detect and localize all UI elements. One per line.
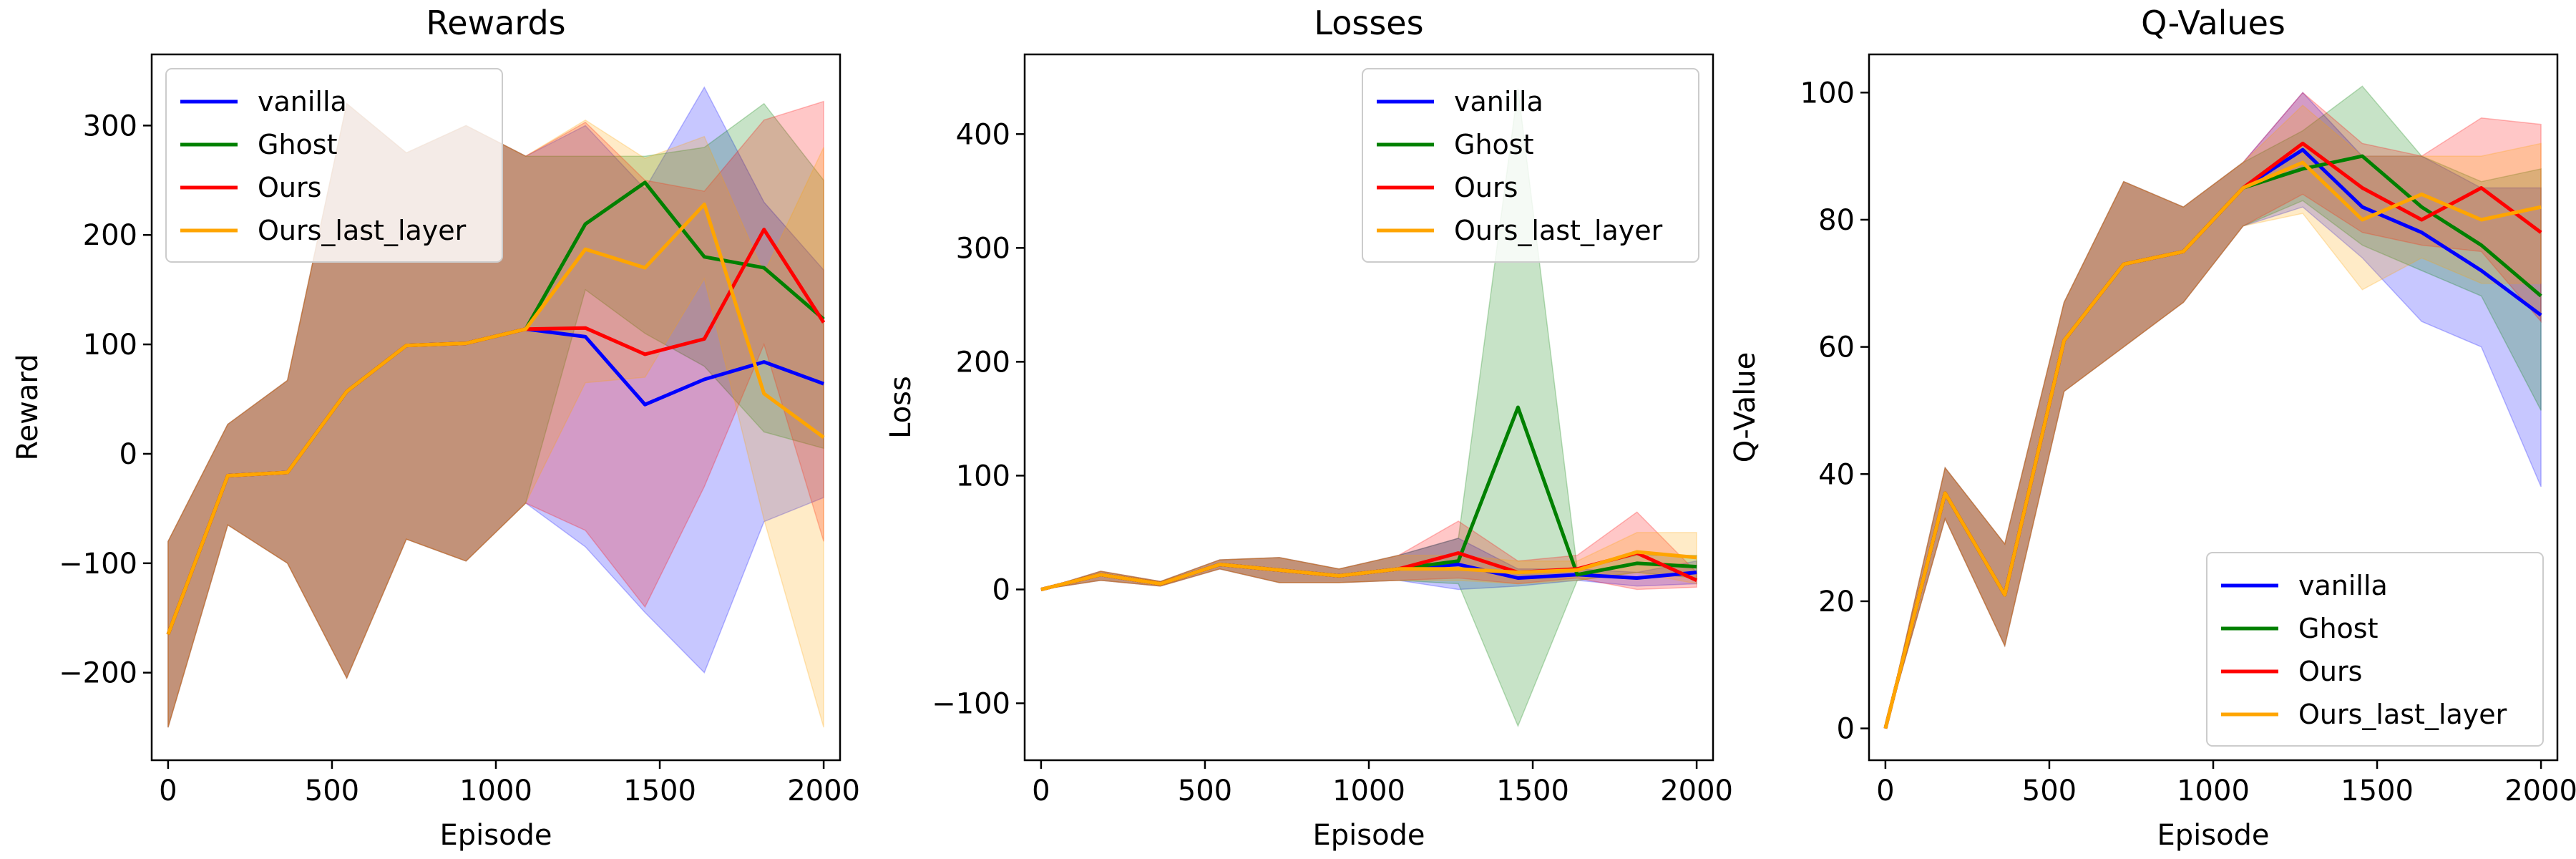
legend: vanilla Ghost Ours Ours_last_layer <box>2206 552 2544 747</box>
x-tick-label: 500 <box>305 775 359 807</box>
band-Ours_last_layer <box>1885 105 2542 729</box>
legend-label-Ours: Ours <box>258 172 321 203</box>
x-axis-label: Episode <box>1312 819 1425 852</box>
y-tick-label: 300 <box>83 110 137 142</box>
legend: vanilla Ghost Ours Ours_last_layer <box>165 68 503 263</box>
legend-label-Ours: Ours <box>1454 172 1518 203</box>
band-Ours_last_layer <box>1040 532 1697 591</box>
y-tick-label: 100 <box>1800 77 1855 110</box>
series-line-Ours_last_layer <box>1040 550 1697 591</box>
y-tick-label: 200 <box>956 346 1010 379</box>
x-tick-label: 0 <box>1032 775 1050 807</box>
panel-2: 0 500 1000 1500 2000 0 20 40 60 80 100 Q-Values Epis… <box>1729 4 2576 852</box>
y-tick-label: 80 <box>1818 204 1855 237</box>
band-Ghost <box>1885 85 2542 729</box>
legend-label-vanilla: vanilla <box>2298 570 2388 601</box>
y-axis-label: Reward <box>11 354 44 461</box>
y-tick-label: 400 <box>956 118 1010 151</box>
legend-box <box>1362 68 1699 263</box>
y-tick-label: 20 <box>1818 586 1855 618</box>
legend: vanilla Ghost Ours Ours_last_layer <box>1362 68 1699 263</box>
x-tick-label: 2000 <box>2504 775 2576 807</box>
y-tick-label: −200 <box>59 657 137 690</box>
legend-label-Ours_last_layer: Ours_last_layer <box>258 215 467 246</box>
chart-title: Rewards <box>426 4 565 42</box>
legend-label-vanilla: vanilla <box>1454 86 1543 117</box>
legend-label-Ghost: Ghost <box>2298 613 2378 644</box>
x-tick-label: 0 <box>1876 775 1894 807</box>
y-tick-label: 60 <box>1818 331 1855 364</box>
y-tick-label: −100 <box>932 687 1010 720</box>
band-vanilla <box>1885 92 2542 729</box>
y-tick-label: 40 <box>1818 458 1855 491</box>
legend-label-Ghost: Ghost <box>258 129 337 160</box>
legend-label-Ours_last_layer: Ours_last_layer <box>2298 699 2507 730</box>
x-tick-label: 500 <box>2022 775 2077 807</box>
x-tick-label: 500 <box>1178 775 1232 807</box>
x-tick-label: 2000 <box>787 775 860 807</box>
series-line-Ours_last_layer <box>1883 160 2542 729</box>
panel-1: 0 500 1000 1500 2000 −100 0 100 200 300 400 Losses E… <box>884 4 1733 852</box>
x-tick-label: 1500 <box>623 775 696 807</box>
series-line-Ours_last_layer <box>166 202 825 636</box>
x-tick-label: 1000 <box>1332 775 1405 807</box>
x-axis-label: Episode <box>2157 819 2269 852</box>
y-tick-label: 0 <box>992 573 1010 606</box>
panel-0: 0 500 1000 1500 2000 −200 −100 0 100 200 300 Reward… <box>11 4 860 852</box>
x-tick-label: 2000 <box>1660 775 1733 807</box>
y-tick-label: 0 <box>119 438 137 471</box>
x-tick-label: 1000 <box>2177 775 2250 807</box>
chart-title: Losses <box>1314 4 1423 42</box>
x-tick-label: 1500 <box>1496 775 1569 807</box>
legend-label-Ghost: Ghost <box>1454 129 1533 160</box>
y-tick-label: −100 <box>59 548 137 581</box>
y-axis-label: Loss <box>884 376 917 439</box>
y-tick-label: 100 <box>956 460 1010 492</box>
chart-title: Q-Values <box>2141 4 2285 42</box>
y-tick-label: 0 <box>1837 713 1855 746</box>
legend-label-vanilla: vanilla <box>258 86 347 117</box>
x-tick-label: 1500 <box>2341 775 2414 807</box>
x-axis-label: Episode <box>439 819 552 852</box>
legend-box <box>165 68 503 263</box>
y-tick-label: 100 <box>83 329 137 361</box>
plot-area <box>1883 85 2542 729</box>
x-tick-label: 1000 <box>459 775 532 807</box>
legend-label-Ours_last_layer: Ours_last_layer <box>1454 215 1663 246</box>
legend-box <box>2206 552 2544 747</box>
x-tick-label: 0 <box>159 775 177 807</box>
y-tick-label: 300 <box>956 232 1010 265</box>
legend-label-Ours: Ours <box>2298 656 2362 687</box>
y-axis-label: Q-Value <box>1729 352 1762 463</box>
y-tick-label: 200 <box>83 219 137 252</box>
